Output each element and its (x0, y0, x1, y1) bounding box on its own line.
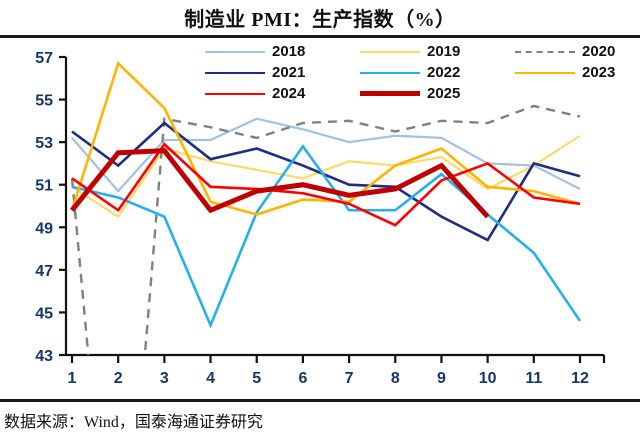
y-tick-label-49: 49 (35, 220, 53, 237)
y-tick-label-45: 45 (35, 305, 53, 322)
footer-bar: 数据来源：Wind，国泰海通证券研究 (0, 399, 640, 437)
legend-label-2024: 2024 (272, 85, 306, 102)
legend-swatch-2020-icon (515, 50, 575, 53)
legend-item-2019[interactable]: 2019 (360, 44, 515, 59)
x-tick-label-10: 10 (479, 370, 497, 387)
series-line-2025[interactable] (70, 148, 490, 219)
y-tick-label-51: 51 (35, 178, 53, 195)
y-tick-label-55: 55 (35, 93, 53, 110)
legend-label-2022: 2022 (427, 64, 461, 81)
legend-swatch-2018-icon (205, 50, 265, 53)
legend-label-2023: 2023 (582, 64, 616, 81)
y-tick-label-47: 47 (35, 263, 53, 280)
legend-swatch-2023-icon (515, 71, 575, 74)
page-title: 制造业 PMI：生产指数（%） (184, 9, 456, 31)
x-tick-label-11: 11 (525, 370, 542, 387)
legend-label-2018: 2018 (272, 43, 306, 60)
legend-item-2024[interactable]: 2024 (205, 86, 360, 101)
x-tick-label-6: 6 (298, 370, 307, 387)
x-tick-label-12: 12 (571, 370, 589, 387)
x-tick-label-5: 5 (252, 370, 261, 387)
legend-item-2020[interactable]: 2020 (515, 44, 625, 59)
plot-area: 57 55 53 51 49 47 45 43 1 2 3 4 5 6 7 8 9 10 11 12 (35, 50, 606, 387)
x-tick-label-9: 9 (437, 370, 446, 387)
chart-legend: 2018 2019 2020 2021 2022 2023 2024 2025 (205, 41, 625, 103)
legend-label-2021: 2021 (272, 64, 306, 81)
series-line-2024[interactable] (71, 142, 581, 227)
series-line-2019[interactable] (71, 134, 581, 219)
legend-item-2018[interactable]: 2018 (205, 44, 360, 59)
legend-swatch-2024-icon (205, 92, 265, 95)
legend-item-2025[interactable]: 2025 (360, 86, 515, 101)
series-line-2023[interactable] (70, 60, 581, 216)
x-tick-label-8: 8 (391, 370, 400, 387)
y-tick-label-53: 53 (35, 135, 53, 152)
x-tick-label-3: 3 (160, 370, 169, 387)
legend-item-2021[interactable]: 2021 (205, 65, 360, 80)
x-tick-label-1: 1 (68, 370, 77, 387)
series-line-2021[interactable] (71, 121, 581, 242)
legend-label-2025: 2025 (427, 85, 461, 102)
title-bar: 制造业 PMI：生产指数（%） (0, 0, 640, 38)
x-tick-label-7: 7 (345, 370, 354, 387)
legend-swatch-2025-icon (360, 91, 420, 96)
x-tick-label-4: 4 (206, 370, 215, 387)
y-tick-label-57: 57 (35, 50, 53, 67)
series-group (70, 60, 582, 355)
legend-swatch-2019-icon (360, 50, 420, 53)
legend-swatch-2021-icon (205, 71, 265, 74)
y-tick-label-43: 43 (35, 348, 53, 365)
legend-item-2023[interactable]: 2023 (515, 65, 625, 80)
series-line-2022[interactable] (71, 144, 582, 329)
legend-label-2019: 2019 (427, 43, 461, 60)
legend-item-2022[interactable]: 2022 (360, 65, 515, 80)
x-tick-label-2: 2 (114, 370, 123, 387)
legend-swatch-2022-icon (360, 71, 420, 74)
series-clip-group (70, 60, 582, 355)
legend-label-2020: 2020 (582, 43, 616, 60)
source-note: 数据来源：Wind，国泰海通证券研究 (4, 413, 263, 431)
